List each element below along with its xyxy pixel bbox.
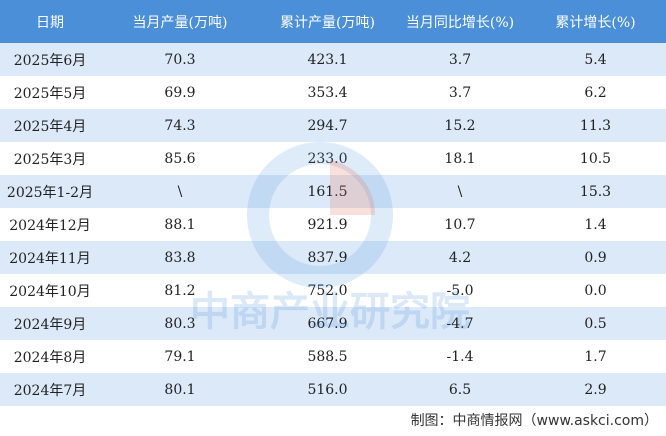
table-cell: 69.9 [164,84,196,101]
table-cell: 10.5 [579,150,612,167]
table-row: 2024年12月 88.1 921.9 10.7 1.4 [0,208,666,241]
table-row: 2024年9月 80.3 667.9 -4.7 0.5 [0,307,666,340]
table-cell: 74.3 [100,109,260,142]
table-cell: 2024年9月 [0,307,100,340]
table-row: 2025年6月 70.3 423.1 3.7 5.4 [0,43,666,76]
table-cell: 83.8 [100,241,260,274]
table-cell: 1.4 [584,216,607,233]
header-cell: 当月同比增长(%) [395,0,525,43]
table-row: 2024年7月 80.1 516.0 6.5 2.9 [0,373,666,406]
table-cell: 88.1 [164,216,196,233]
table-cell: 2025年4月 [0,109,100,142]
table-cell: 1.7 [584,348,607,365]
table-cell: 2024年12月 [9,217,91,234]
table-row: 2025年3月 85.6 233.0 18.1 10.5 [0,142,666,175]
table-cell: 353.4 [307,84,348,101]
table-cell: 80.3 [100,307,260,340]
table-cell: 2025年5月 [13,85,87,102]
table-cell: 921.9 [307,216,348,233]
table-row: 2024年11月 83.8 837.9 4.2 0.9 [0,241,666,274]
data-table: 日期 当月产量(万吨) 累计产量(万吨) 当月同比增长(%) 累计增长(%) 2025年… [0,0,666,406]
table-cell: 2024年7月 [0,373,100,406]
table-cell: 10.7 [444,216,476,233]
header-cell: 累计产量(万吨) [260,0,395,43]
table-row: 2024年10月 81.2 752.0 -5.0 0.0 [0,274,666,307]
table-cell: 85.6 [164,150,196,167]
table-cell: 4.2 [395,241,525,274]
table-cell: 0.5 [525,307,666,340]
table-cell: 667.9 [260,307,395,340]
header-row: 日期 当月产量(万吨) 累计产量(万吨) 当月同比增长(%) 累计增长(%) [0,0,666,43]
table-cell: 423.1 [260,43,395,76]
table-cell: 5.4 [525,43,666,76]
table-cell: \ [100,175,260,208]
table-cell: 837.9 [260,241,395,274]
table-cell: 0.0 [584,282,607,299]
table-cell: 11.3 [525,109,666,142]
table-cell: 2024年8月 [13,349,87,366]
table-row: 2024年8月 79.1 588.5 -1.4 1.7 [0,340,666,373]
table-cell: 2.9 [525,373,666,406]
table-cell: 0.9 [525,241,666,274]
table-cell: 752.0 [307,282,348,299]
table-row: 2025年4月 74.3 294.7 15.2 11.3 [0,109,666,142]
table-cell: 2025年6月 [0,43,100,76]
table-cell: 15.2 [395,109,525,142]
table-cell: 588.5 [307,348,348,365]
table-cell: -5.0 [446,282,474,299]
table-cell: 3.7 [448,84,472,101]
table-cell: -1.4 [446,348,474,365]
header-cell: 日期 [0,0,100,43]
table-cell: 15.3 [525,175,666,208]
table-cell: 2024年10月 [9,283,91,300]
table-cell: 516.0 [260,373,395,406]
table-row: 2025年1-2月 \ 161.5 \ 15.3 [0,175,666,208]
table-cell: 161.5 [260,175,395,208]
table-cell: 2025年1-2月 [0,175,100,208]
table-cell: -4.7 [395,307,525,340]
table-cell: 294.7 [260,109,395,142]
table-cell: 3.7 [395,43,525,76]
table-cell: 233.0 [307,150,348,167]
table-cell: 18.1 [444,150,476,167]
table-cell: 79.1 [164,348,196,365]
table-cell: 6.5 [395,373,525,406]
table-cell: \ [395,175,525,208]
table-cell: 2024年11月 [0,241,100,274]
table-cell: 70.3 [100,43,260,76]
table-cell: 6.2 [584,84,607,101]
table-cell: 2025年3月 [13,151,87,168]
header-cell: 当月产量(万吨) [100,0,260,43]
footer: 制图：中商情报网（www.askci.com） [410,413,658,429]
header-cell: 累计增长(%) [525,0,666,43]
table-row: 2025年5月 69.9 353.4 3.7 6.2 [0,76,666,109]
table-cell: 81.2 [164,282,196,299]
table-cell: 80.1 [100,373,260,406]
